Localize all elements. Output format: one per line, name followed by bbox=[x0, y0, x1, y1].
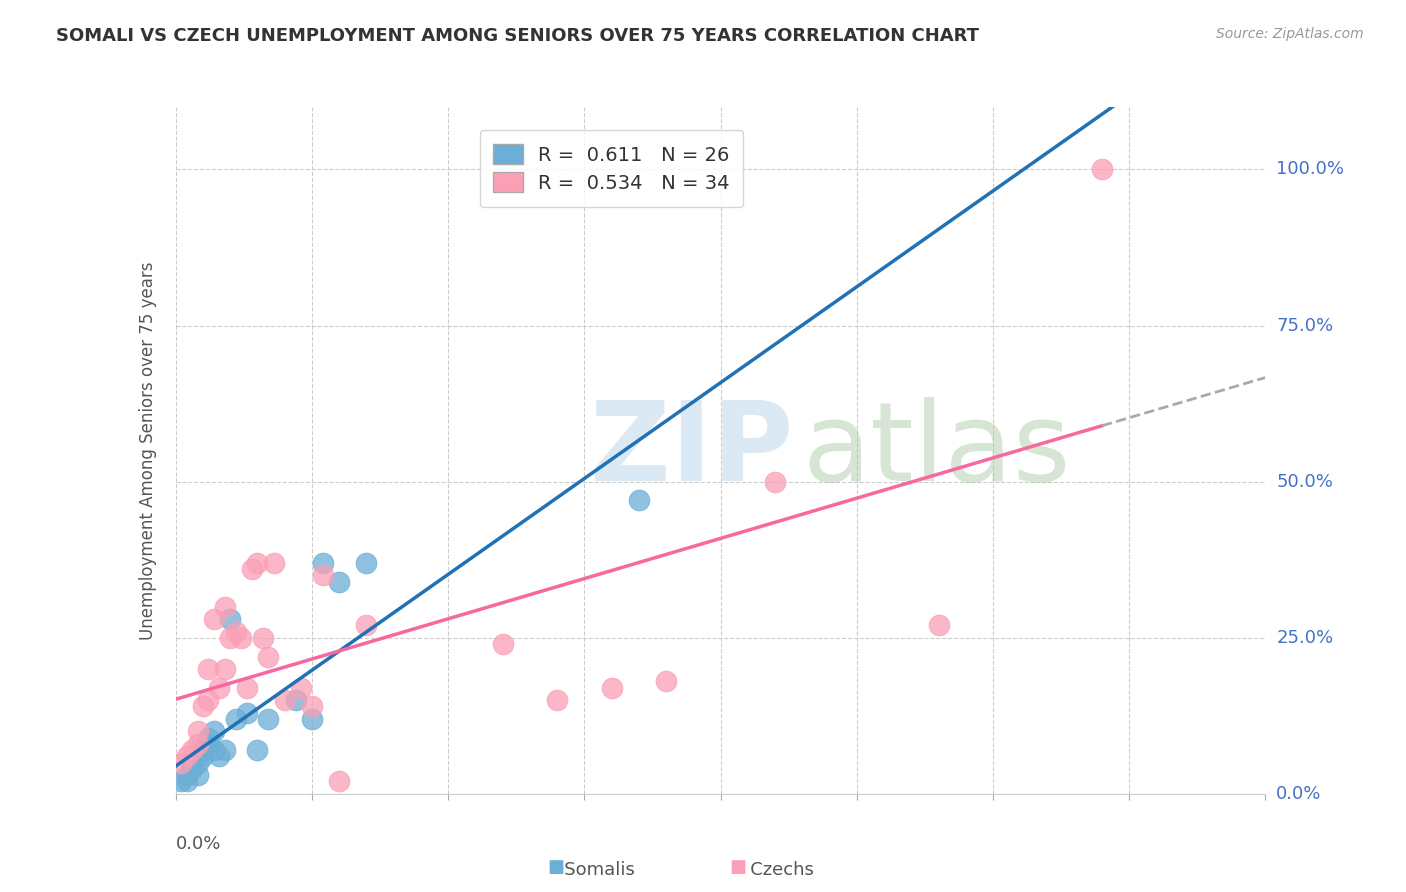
Point bbox=[246, 556, 269, 570]
Point bbox=[197, 737, 219, 751]
Point bbox=[235, 681, 257, 695]
Point bbox=[176, 774, 198, 789]
Point bbox=[186, 768, 209, 782]
Point bbox=[763, 475, 786, 489]
Point bbox=[176, 768, 198, 782]
Point bbox=[208, 681, 231, 695]
Point bbox=[219, 631, 242, 645]
Point bbox=[214, 662, 236, 676]
Point bbox=[627, 493, 650, 508]
Point bbox=[176, 749, 198, 764]
Text: 75.0%: 75.0% bbox=[1277, 317, 1333, 334]
Text: ■: ■ bbox=[730, 858, 747, 876]
Text: 25.0%: 25.0% bbox=[1277, 629, 1333, 647]
Point bbox=[181, 762, 204, 776]
Legend: R =  0.611   N = 26, R =  0.534   N = 34: R = 0.611 N = 26, R = 0.534 N = 34 bbox=[479, 130, 744, 207]
Point bbox=[263, 556, 285, 570]
Point bbox=[181, 756, 204, 770]
Point bbox=[600, 681, 623, 695]
Text: 50.0%: 50.0% bbox=[1277, 473, 1333, 491]
Point bbox=[328, 574, 350, 589]
Point bbox=[170, 756, 193, 770]
Point bbox=[202, 724, 225, 739]
Point bbox=[186, 737, 209, 751]
Point bbox=[252, 631, 274, 645]
Point bbox=[492, 637, 515, 651]
Point bbox=[655, 674, 678, 689]
Point bbox=[197, 662, 219, 676]
Text: Source: ZipAtlas.com: Source: ZipAtlas.com bbox=[1216, 27, 1364, 41]
Point bbox=[257, 649, 280, 664]
Text: 100.0%: 100.0% bbox=[1277, 161, 1344, 178]
Point bbox=[257, 712, 280, 726]
Point bbox=[208, 749, 231, 764]
Point bbox=[546, 693, 568, 707]
Point bbox=[1091, 162, 1114, 177]
Point bbox=[284, 693, 307, 707]
Point bbox=[274, 693, 297, 707]
Point bbox=[328, 774, 350, 789]
Text: SOMALI VS CZECH UNEMPLOYMENT AMONG SENIORS OVER 75 YEARS CORRELATION CHART: SOMALI VS CZECH UNEMPLOYMENT AMONG SENIO… bbox=[56, 27, 979, 45]
Y-axis label: Unemployment Among Seniors over 75 years: Unemployment Among Seniors over 75 years bbox=[139, 261, 157, 640]
Text: Somalis: Somalis bbox=[547, 861, 634, 879]
Point bbox=[197, 731, 219, 745]
Point bbox=[191, 699, 214, 714]
Text: atlas: atlas bbox=[803, 397, 1071, 504]
Point bbox=[301, 699, 323, 714]
Point bbox=[312, 556, 335, 570]
Point bbox=[214, 743, 236, 757]
Point bbox=[356, 556, 378, 570]
Text: ■: ■ bbox=[547, 858, 564, 876]
Point bbox=[290, 681, 312, 695]
Point bbox=[186, 756, 209, 770]
Point bbox=[202, 612, 225, 626]
Point bbox=[235, 706, 257, 720]
Point bbox=[214, 599, 236, 614]
Point bbox=[191, 749, 214, 764]
Point bbox=[181, 743, 204, 757]
Text: 0.0%: 0.0% bbox=[1277, 785, 1322, 803]
Point bbox=[312, 568, 335, 582]
Point bbox=[197, 693, 219, 707]
Point bbox=[225, 712, 247, 726]
Point bbox=[202, 743, 225, 757]
Point bbox=[928, 618, 950, 632]
Point bbox=[301, 712, 323, 726]
Point bbox=[246, 743, 269, 757]
Text: 0.0%: 0.0% bbox=[176, 835, 221, 853]
Point bbox=[191, 743, 214, 757]
Point bbox=[356, 618, 378, 632]
Text: ZIP: ZIP bbox=[591, 397, 793, 504]
Point bbox=[219, 612, 242, 626]
Point bbox=[186, 724, 209, 739]
Text: Czechs: Czechs bbox=[733, 861, 814, 879]
Point bbox=[225, 624, 247, 639]
Point bbox=[231, 631, 253, 645]
Point bbox=[240, 562, 263, 576]
Point bbox=[170, 774, 193, 789]
